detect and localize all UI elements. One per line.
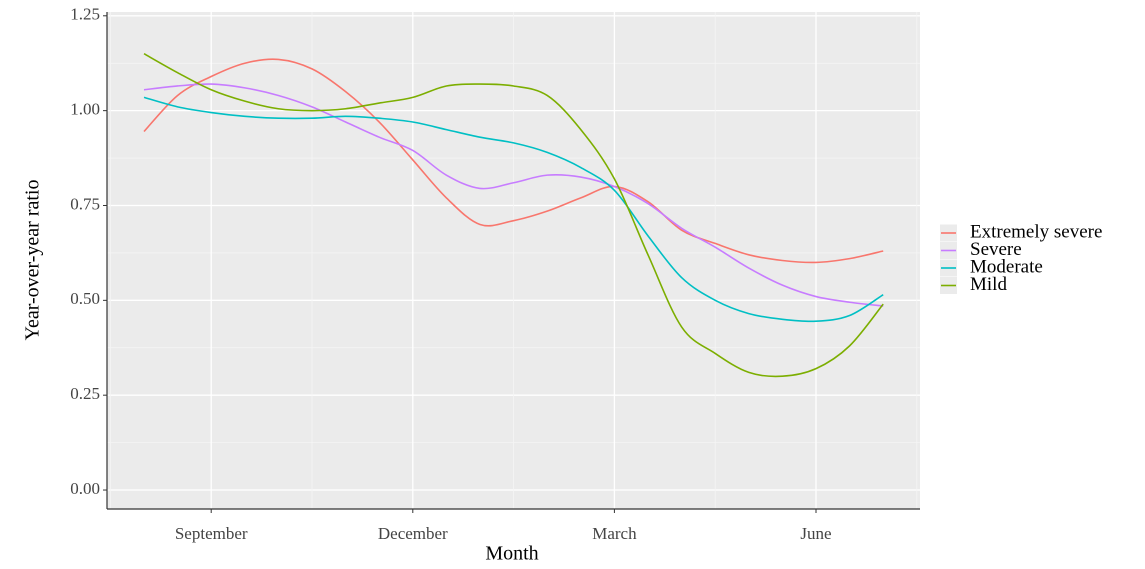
x-axis-title: Month [485, 543, 538, 565]
x-tick-label: September [175, 524, 248, 543]
legend-label: Moderate [970, 256, 1043, 277]
x-tick-label: March [592, 524, 637, 543]
series-line [143, 83, 884, 307]
x-tick-label: December [378, 524, 448, 543]
y-axis-title: Year-over-year ratio [22, 180, 44, 341]
y-tick-label: 0.75 [70, 194, 100, 213]
y-tick-label: 1.00 [70, 100, 100, 119]
series-line [143, 53, 884, 378]
x-tick-label: June [800, 524, 831, 543]
legend-label: Mild [970, 274, 1007, 295]
y-tick-label: 0.50 [70, 289, 100, 308]
y-tick-label: 1.25 [70, 5, 100, 24]
y-tick-label: 0.00 [70, 479, 100, 498]
legend-label: Severe [970, 239, 1022, 260]
series-line [143, 96, 884, 323]
legend-label: Extremely severe [970, 221, 1102, 242]
y-tick-label: 0.25 [70, 384, 100, 403]
series-line [143, 58, 884, 264]
